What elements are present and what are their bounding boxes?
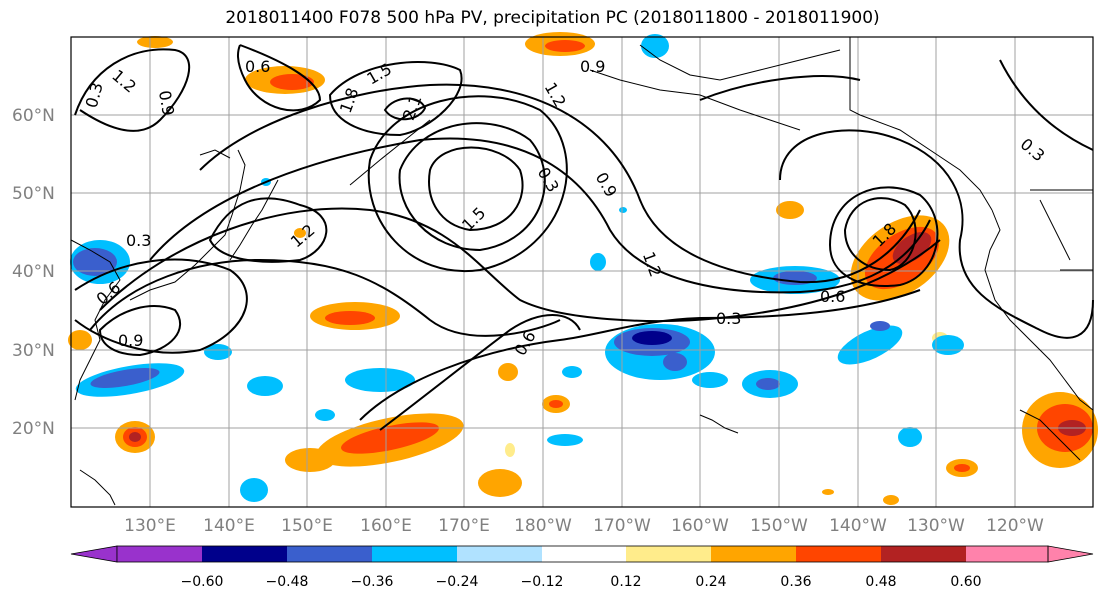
svg-text:0.6: 0.6 [820,287,845,306]
colorbar-tick: −0.24 [436,574,479,590]
lon-label: 160°E [360,516,412,536]
lat-label: 50°N [12,184,55,204]
colorbar-segment [117,546,202,562]
lon-label: 140°E [203,516,255,536]
colorbar-segment [457,546,542,562]
lon-label: 170°E [438,516,490,536]
map-title: 2018011400 F078 500 hPa PV, precipitatio… [225,8,880,28]
colorbar-segment [966,546,1048,562]
lon-label: 120°W [986,516,1044,536]
colorbar-tick: 0.48 [865,574,896,590]
lon-label: 180°W [514,516,572,536]
lat-label: 60°N [12,106,55,126]
lon-label: 160°W [671,516,729,536]
colorbar: −0.60 −0.48 −0.36 −0.24 −0.12 0.12 0.24 … [70,545,1094,590]
latitude-labels: 60°N 50°N 40°N 30°N 20°N [12,106,55,439]
svg-text:0.9: 0.9 [580,57,605,76]
colorbar-segment [881,546,966,562]
colorbar-tick: −0.36 [351,574,394,590]
lat-label: 40°N [12,262,55,282]
map-frame [70,36,1094,508]
svg-text:0.9: 0.9 [118,331,143,350]
colorbar-segment [202,546,287,562]
longitude-labels: 130°E 140°E 150°E 160°E 170°E 180°W 170°… [124,516,1044,536]
lon-label: 140°W [829,516,887,536]
lat-label: 20°N [12,419,55,439]
colorbar-segment [796,546,881,562]
colorbar-segment [287,546,372,562]
pv-contours [74,44,1094,431]
colorbar-tick: −0.60 [181,574,224,590]
colorbar-segment [372,546,457,562]
svg-text:0.6: 0.6 [245,57,270,76]
colorbar-extend-high [1047,545,1094,563]
colorbar-tick: 0.12 [610,574,641,590]
colorbar-tick: 0.24 [695,574,726,590]
colorbar-segment [542,546,626,562]
lat-label: 30°N [12,341,55,361]
svg-text:0.3: 0.3 [716,309,741,328]
lon-label: 170°W [593,516,651,536]
lon-label: 150°W [750,516,808,536]
svg-text:0.9: 0.9 [155,89,178,117]
colorbar-tick: −0.48 [266,574,309,590]
colorbar-tick: 0.36 [780,574,811,590]
colorbar-tick: 0.60 [950,574,981,590]
lon-label: 130°W [907,516,965,536]
lon-label: 150°E [281,516,333,536]
colorbar-tick: −0.12 [521,574,564,590]
lon-label: 130°E [124,516,176,536]
colorbar-segment [626,546,711,562]
colorbar-extend-low [70,545,118,563]
colorbar-segment [711,546,796,562]
svg-text:0.3: 0.3 [126,231,151,250]
